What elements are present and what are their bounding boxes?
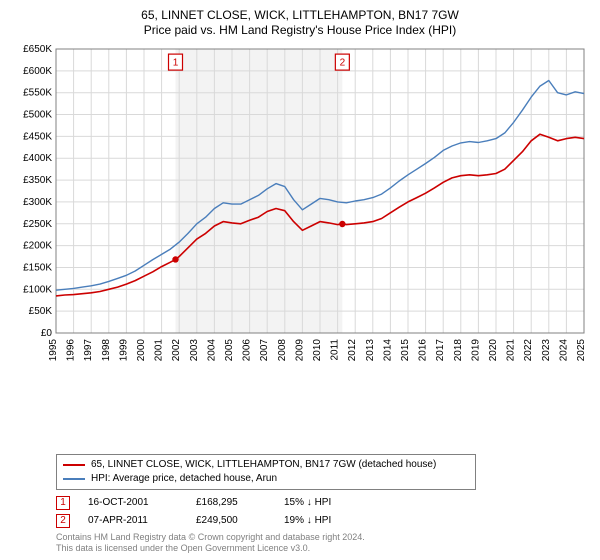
legend-label-1: HPI: Average price, detached house, Arun	[91, 472, 277, 486]
event-marker-1: 2	[56, 514, 70, 528]
svg-text:£300K: £300K	[23, 197, 52, 208]
legend-swatch-0	[63, 464, 85, 466]
event-delta-1: 19% ↓ HPI	[284, 515, 374, 526]
svg-text:1999: 1999	[118, 339, 129, 362]
svg-text:2014: 2014	[382, 339, 393, 362]
svg-text:£100K: £100K	[23, 284, 52, 295]
svg-text:2002: 2002	[171, 339, 182, 362]
svg-text:2004: 2004	[206, 339, 217, 362]
event-row-0: 1 16-OCT-2001 £168,295 15% ↓ HPI	[56, 496, 590, 510]
svg-text:£50K: £50K	[29, 306, 53, 317]
license-line2: This data is licensed under the Open Gov…	[56, 543, 590, 554]
svg-text:2025: 2025	[576, 339, 587, 362]
event-date-0: 16-OCT-2001	[88, 497, 178, 508]
svg-text:2019: 2019	[470, 339, 481, 362]
event-price-1: £249,500	[196, 515, 266, 526]
svg-text:1995: 1995	[48, 339, 59, 362]
event-price-0: £168,295	[196, 497, 266, 508]
svg-text:2013: 2013	[365, 339, 376, 362]
svg-text:2003: 2003	[189, 339, 200, 362]
svg-text:£600K: £600K	[23, 66, 52, 77]
svg-text:2018: 2018	[453, 339, 464, 362]
svg-text:2005: 2005	[224, 339, 235, 362]
svg-text:2021: 2021	[506, 339, 517, 362]
svg-text:2015: 2015	[400, 339, 411, 362]
svg-text:2012: 2012	[347, 339, 358, 362]
events-table: 1 16-OCT-2001 £168,295 15% ↓ HPI 2 07-AP…	[56, 496, 590, 528]
title-line2: Price paid vs. HM Land Registry's House …	[10, 23, 590, 37]
legend-swatch-1	[63, 478, 85, 480]
svg-text:2001: 2001	[154, 339, 165, 362]
chart-titles: 65, LINNET CLOSE, WICK, LITTLEHAMPTON, B…	[10, 8, 590, 37]
svg-text:£0: £0	[41, 328, 53, 339]
legend: 65, LINNET CLOSE, WICK, LITTLEHAMPTON, B…	[56, 454, 476, 490]
license-line1: Contains HM Land Registry data © Crown c…	[56, 532, 590, 543]
svg-text:£350K: £350K	[23, 175, 52, 186]
svg-text:2020: 2020	[488, 339, 499, 362]
event-delta-0: 15% ↓ HPI	[284, 497, 374, 508]
svg-text:2009: 2009	[294, 339, 305, 362]
svg-text:£250K: £250K	[23, 219, 52, 230]
svg-text:2022: 2022	[523, 339, 534, 362]
svg-text:£650K: £650K	[23, 44, 52, 55]
svg-text:£400K: £400K	[23, 153, 52, 164]
svg-text:2010: 2010	[312, 339, 323, 362]
svg-text:£500K: £500K	[23, 110, 52, 121]
svg-text:2011: 2011	[330, 339, 341, 361]
svg-text:£150K: £150K	[23, 262, 52, 273]
title-line1: 65, LINNET CLOSE, WICK, LITTLEHAMPTON, B…	[10, 8, 590, 22]
svg-text:1: 1	[173, 58, 179, 69]
svg-text:1996: 1996	[66, 339, 77, 362]
legend-item-1: HPI: Average price, detached house, Arun	[63, 472, 469, 486]
svg-text:2000: 2000	[136, 339, 147, 362]
legend-item-0: 65, LINNET CLOSE, WICK, LITTLEHAMPTON, B…	[63, 458, 469, 472]
event-marker-0: 1	[56, 496, 70, 510]
event-date-1: 07-APR-2011	[88, 515, 178, 526]
legend-label-0: 65, LINNET CLOSE, WICK, LITTLEHAMPTON, B…	[91, 458, 436, 472]
svg-text:£550K: £550K	[23, 88, 52, 99]
svg-text:£450K: £450K	[23, 131, 52, 142]
chart-plot-area: £0 £50K £100K £150K £200K £250K £300K £350K £400…	[10, 41, 590, 450]
svg-text:2016: 2016	[418, 339, 429, 362]
chart-footer: 65, LINNET CLOSE, WICK, LITTLEHAMPTON, B…	[10, 450, 590, 555]
svg-text:£200K: £200K	[23, 241, 52, 252]
svg-text:2007: 2007	[259, 339, 270, 362]
svg-text:2023: 2023	[541, 339, 552, 362]
chart-svg: £0 £50K £100K £150K £200K £250K £300K £350K £400…	[10, 41, 590, 381]
svg-text:2008: 2008	[277, 339, 288, 362]
svg-text:2006: 2006	[242, 339, 253, 362]
svg-text:1998: 1998	[101, 339, 112, 362]
svg-text:1997: 1997	[83, 339, 94, 362]
svg-text:2024: 2024	[558, 339, 569, 362]
chart-container: 65, LINNET CLOSE, WICK, LITTLEHAMPTON, B…	[0, 0, 600, 560]
svg-text:2: 2	[340, 58, 346, 69]
svg-text:2017: 2017	[435, 339, 446, 362]
event-row-1: 2 07-APR-2011 £249,500 19% ↓ HPI	[56, 514, 590, 528]
license-text: Contains HM Land Registry data © Crown c…	[56, 532, 590, 555]
